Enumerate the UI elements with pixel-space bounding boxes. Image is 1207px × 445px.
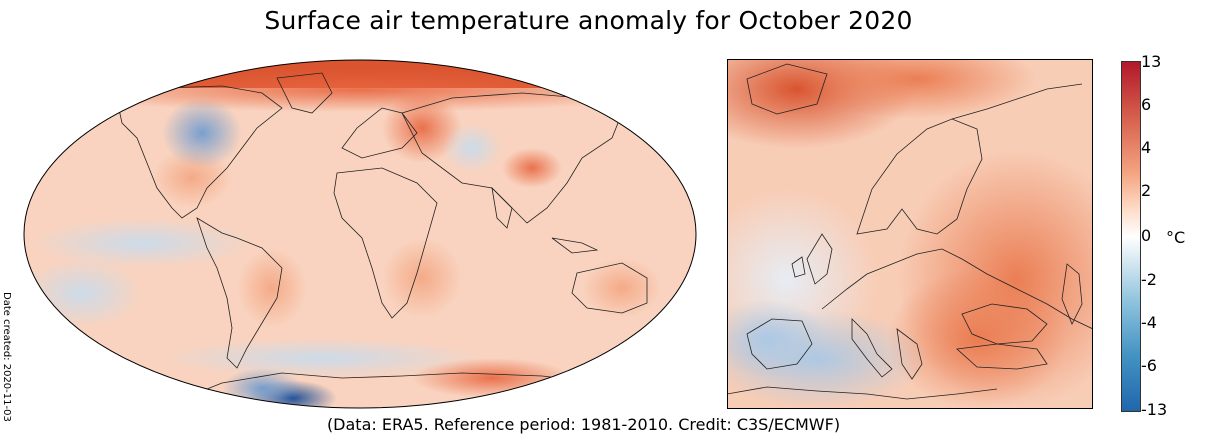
colorbar-tick: -6 bbox=[1141, 356, 1157, 375]
europe-anomaly-map bbox=[727, 59, 1093, 409]
europe-coastlines bbox=[727, 63, 1093, 400]
colorbar-tick: 6 bbox=[1141, 95, 1152, 114]
colorbar-tick: -2 bbox=[1141, 270, 1157, 289]
colorbar-tick: -13 bbox=[1141, 400, 1168, 419]
world-anomaly-map bbox=[23, 59, 697, 409]
date-created-label: Date created: 2020-11-03 bbox=[1, 292, 12, 422]
colorbar-tick: 2 bbox=[1141, 181, 1152, 200]
colorbar-tick: 13 bbox=[1141, 52, 1162, 71]
colorbar-tick: -4 bbox=[1141, 313, 1157, 332]
colorbar bbox=[1121, 61, 1141, 412]
credit-line: (Data: ERA5. Reference period: 1981-2010… bbox=[326, 415, 841, 434]
map-title: Surface air temperature anomaly for Octo… bbox=[264, 6, 913, 35]
colorbar-unit: °C bbox=[1166, 228, 1186, 247]
colorbar-tick: 4 bbox=[1141, 138, 1152, 157]
colorbar-tick: 0 bbox=[1141, 226, 1152, 245]
